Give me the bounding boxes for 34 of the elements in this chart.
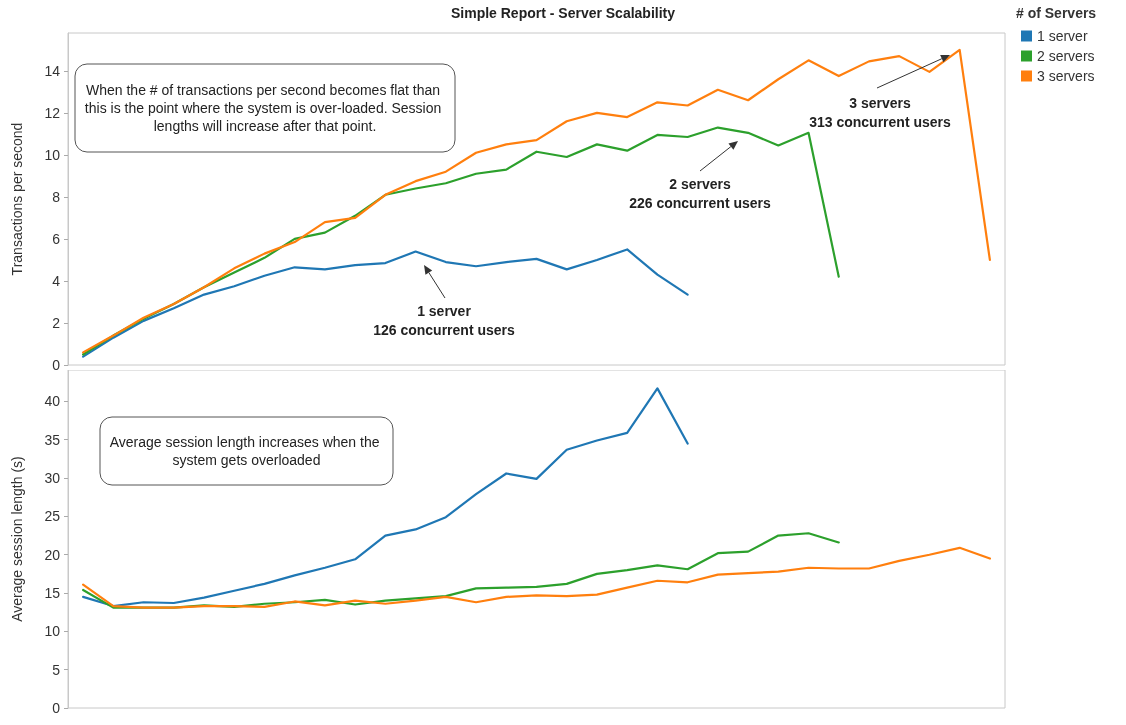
y-tick-label: 10	[44, 623, 61, 640]
legend-label: 2 servers	[1037, 48, 1095, 64]
legend-label: 3 servers	[1037, 68, 1095, 84]
y-tick-label: 30	[44, 470, 61, 487]
y-tick-label: 40	[44, 393, 61, 410]
line-series	[82, 532, 840, 609]
legend-title: # of Servers	[1016, 5, 1097, 21]
y-tick-label: 14	[44, 62, 61, 79]
y-tick-label: 25	[44, 508, 61, 525]
y-tick-label: 4	[52, 272, 61, 289]
y-tick-label: 0	[52, 700, 61, 716]
annotation: 1 server 126 concurrent users	[373, 302, 516, 338]
y-tick-label: 35	[44, 431, 61, 448]
annotation: Average session length increases when the system gets overloaded	[109, 434, 384, 468]
annotation: 2 servers 226 concurrent users	[629, 175, 772, 211]
line-series	[82, 248, 689, 358]
y-tick-label: 6	[52, 230, 61, 247]
chart-title: Simple Report - Server Scalability	[450, 5, 676, 21]
y-tick-label: 0	[52, 357, 61, 373]
y-tick-label: 5	[52, 661, 61, 678]
y-tick-label: 20	[44, 546, 61, 563]
line-series	[82, 546, 991, 609]
annotation: When the # of transactions per second becomes flat than this is the point where the system is over-loaded. Session lengths will increase after that point.	[84, 82, 446, 134]
legend-label: 1 server	[1037, 28, 1088, 44]
y-tick-label: 12	[44, 104, 61, 121]
y-axis-title: Transactions per second	[9, 122, 25, 276]
line-series	[82, 48, 991, 354]
y-axis-title: Average session length (s)	[9, 456, 25, 622]
y-tick-label: 15	[44, 585, 61, 602]
annotation: 3 servers 313 concurrent users	[809, 94, 952, 130]
y-tick-label: 8	[52, 188, 61, 205]
line-series	[82, 387, 689, 608]
y-tick-label: 10	[44, 146, 61, 163]
y-tick-label: 2	[52, 314, 61, 331]
